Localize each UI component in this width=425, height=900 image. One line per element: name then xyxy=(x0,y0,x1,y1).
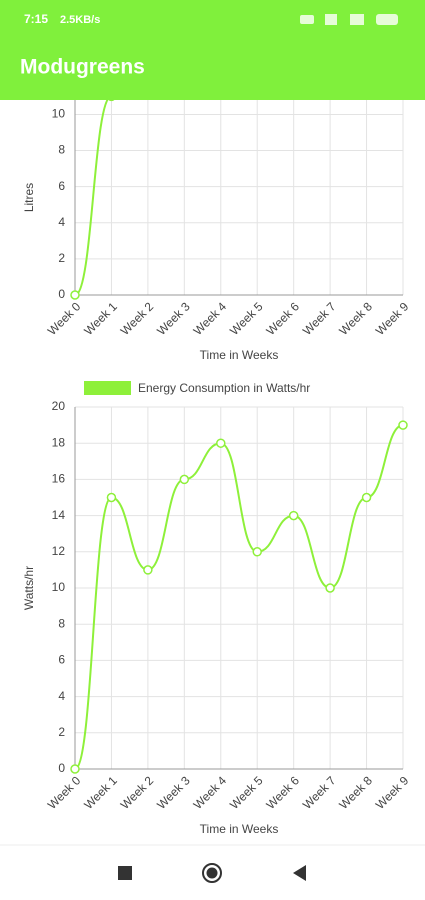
x-tick-label: Week 8 xyxy=(336,773,375,812)
legend-swatch xyxy=(84,381,131,395)
x-tick-label: Week 2 xyxy=(118,299,157,338)
y-tick-label: 0 xyxy=(58,287,65,301)
x-tick-label: Week 3 xyxy=(154,773,193,812)
y-tick-label: 8 xyxy=(58,143,65,157)
y-tick-label: 18 xyxy=(52,435,66,449)
y-tick-label: 6 xyxy=(58,653,65,667)
point xyxy=(179,474,190,485)
nav-home-dot xyxy=(206,867,218,879)
x-tick-label: Week 5 xyxy=(227,299,266,338)
y-tick-label: 10 xyxy=(52,107,66,121)
y-tick-label: 6 xyxy=(58,179,65,193)
point xyxy=(252,547,262,557)
x-tick-label: Week 2 xyxy=(118,773,157,812)
y-tick-label: 2 xyxy=(58,725,65,739)
x-axis-label: Time in Weeks xyxy=(200,348,279,362)
y-tick-label: 4 xyxy=(58,689,65,703)
status-time: 7:15 xyxy=(24,12,48,26)
x-axis-label: Time in Weeks xyxy=(200,822,279,836)
x-tick-label: Week 8 xyxy=(336,299,375,338)
x-tick-label: Week 4 xyxy=(191,773,230,812)
x-tick-label: Week 0 xyxy=(45,773,84,812)
point xyxy=(70,290,80,300)
y-tick-label: 8 xyxy=(58,616,65,630)
point xyxy=(70,764,80,774)
point xyxy=(361,492,372,503)
point xyxy=(398,420,408,430)
line xyxy=(74,424,404,770)
y-tick-label: 20 xyxy=(52,399,66,413)
x-tick-label: Week 1 xyxy=(81,773,120,812)
x-tick-label: Week 9 xyxy=(373,773,412,812)
status-icons xyxy=(300,14,398,25)
point xyxy=(106,492,117,503)
y-tick-label: 2 xyxy=(58,251,65,265)
x-tick-label: Week 5 xyxy=(227,773,266,812)
point xyxy=(325,583,335,593)
nav-home[interactable] xyxy=(202,863,222,883)
x-tick-label: Week 9 xyxy=(373,299,412,338)
x-tick-label: Week 0 xyxy=(45,299,84,338)
x-tick-label: Week 1 xyxy=(81,299,120,338)
nav-back[interactable] xyxy=(293,865,306,881)
x-tick-label: Week 6 xyxy=(264,299,303,338)
y-tick-label: 14 xyxy=(52,508,66,522)
y-axis-label: Litres xyxy=(22,183,36,212)
y-tick-label: 12 xyxy=(52,544,66,558)
x-tick-label: Week 7 xyxy=(300,773,339,812)
y-axis-label: Watts/hr xyxy=(22,566,36,610)
point xyxy=(288,510,299,521)
app-title: Modugreens xyxy=(20,56,145,79)
point xyxy=(143,565,153,575)
y-tick-label: 4 xyxy=(58,215,65,229)
point xyxy=(216,438,226,448)
y-tick-label: 0 xyxy=(58,761,65,775)
y-tick-label: 10 xyxy=(52,580,66,594)
y-tick-label: 16 xyxy=(52,472,66,486)
x-tick-label: Week 7 xyxy=(300,299,339,338)
line xyxy=(74,95,112,296)
nav-recent[interactable] xyxy=(118,866,132,880)
legend-label: Energy Consumption in Watts/hr xyxy=(138,381,310,395)
x-tick-label: Week 6 xyxy=(264,773,303,812)
status-speed: 2.5KB/s xyxy=(60,14,100,26)
x-tick-label: Week 4 xyxy=(191,299,230,338)
x-tick-label: Week 3 xyxy=(154,299,193,338)
